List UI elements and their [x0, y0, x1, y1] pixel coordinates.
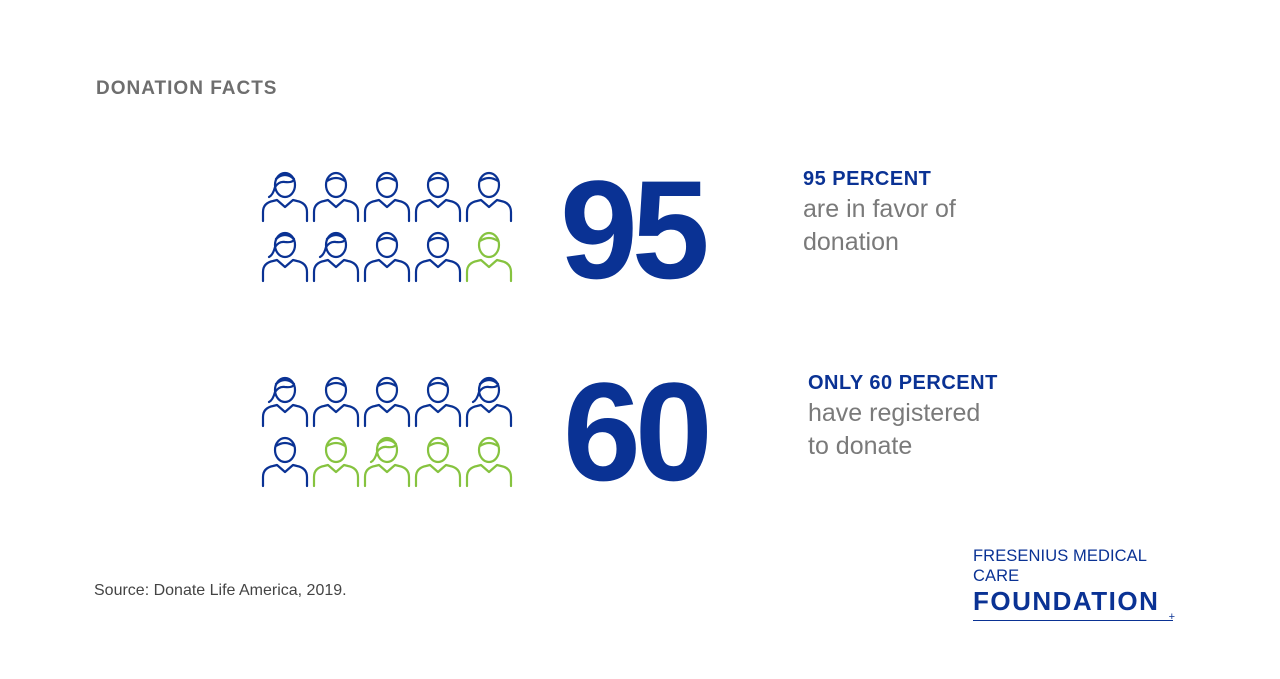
people-icon-grid-60 — [261, 376, 513, 488]
blue-woman-icon — [261, 231, 309, 283]
blue-man-icon — [312, 376, 360, 428]
stat-text-60: ONLY 60 PERCENT have registered to donat… — [808, 369, 1028, 463]
stat-desc-line2: to donate — [808, 432, 913, 460]
green-man-icon — [312, 436, 360, 488]
green-man-icon — [414, 436, 462, 488]
stat-desc-line1: have registered — [808, 399, 981, 427]
logo-plus-icon: + — [1168, 611, 1175, 623]
blue-man-icon — [414, 376, 462, 428]
blue-man-icon — [414, 171, 462, 223]
green-woman-icon — [363, 436, 411, 488]
blue-woman-icon — [261, 171, 309, 223]
page-title: DONATION FACTS — [96, 78, 278, 99]
blue-woman-icon — [465, 376, 513, 428]
blue-man-icon — [312, 171, 360, 223]
source-note: Source: Donate Life America, 2019. — [94, 582, 347, 599]
stat-text-95: 95 PERCENT are in favor of donation — [803, 165, 1023, 259]
people-icon-grid-95 — [261, 171, 513, 283]
blue-man-icon — [414, 231, 462, 283]
green-man-icon — [465, 231, 513, 283]
stat-desc-line2: donation — [803, 228, 899, 256]
stat-title: ONLY 60 PERCENT — [808, 372, 998, 394]
blue-woman-icon — [312, 231, 360, 283]
blue-man-icon — [465, 171, 513, 223]
blue-man-icon — [363, 171, 411, 223]
blue-man-icon — [363, 376, 411, 428]
blue-woman-icon — [261, 376, 309, 428]
green-man-icon — [465, 436, 513, 488]
blue-man-icon — [363, 231, 411, 283]
logo-line1: FRESENIUS MEDICAL CARE — [973, 547, 1147, 585]
blue-man-icon — [261, 436, 309, 488]
logo-underline: + — [973, 611, 1175, 623]
foundation-logo: FRESENIUS MEDICAL CARE FOUNDATION + — [973, 546, 1178, 623]
stat-desc-line1: are in favor of — [803, 195, 956, 223]
big-number-60: 60 — [563, 353, 713, 510]
stat-title: 95 PERCENT — [803, 168, 932, 190]
big-number-95: 95 — [560, 151, 710, 308]
logo-line2: FOUNDATION — [973, 586, 1160, 616]
